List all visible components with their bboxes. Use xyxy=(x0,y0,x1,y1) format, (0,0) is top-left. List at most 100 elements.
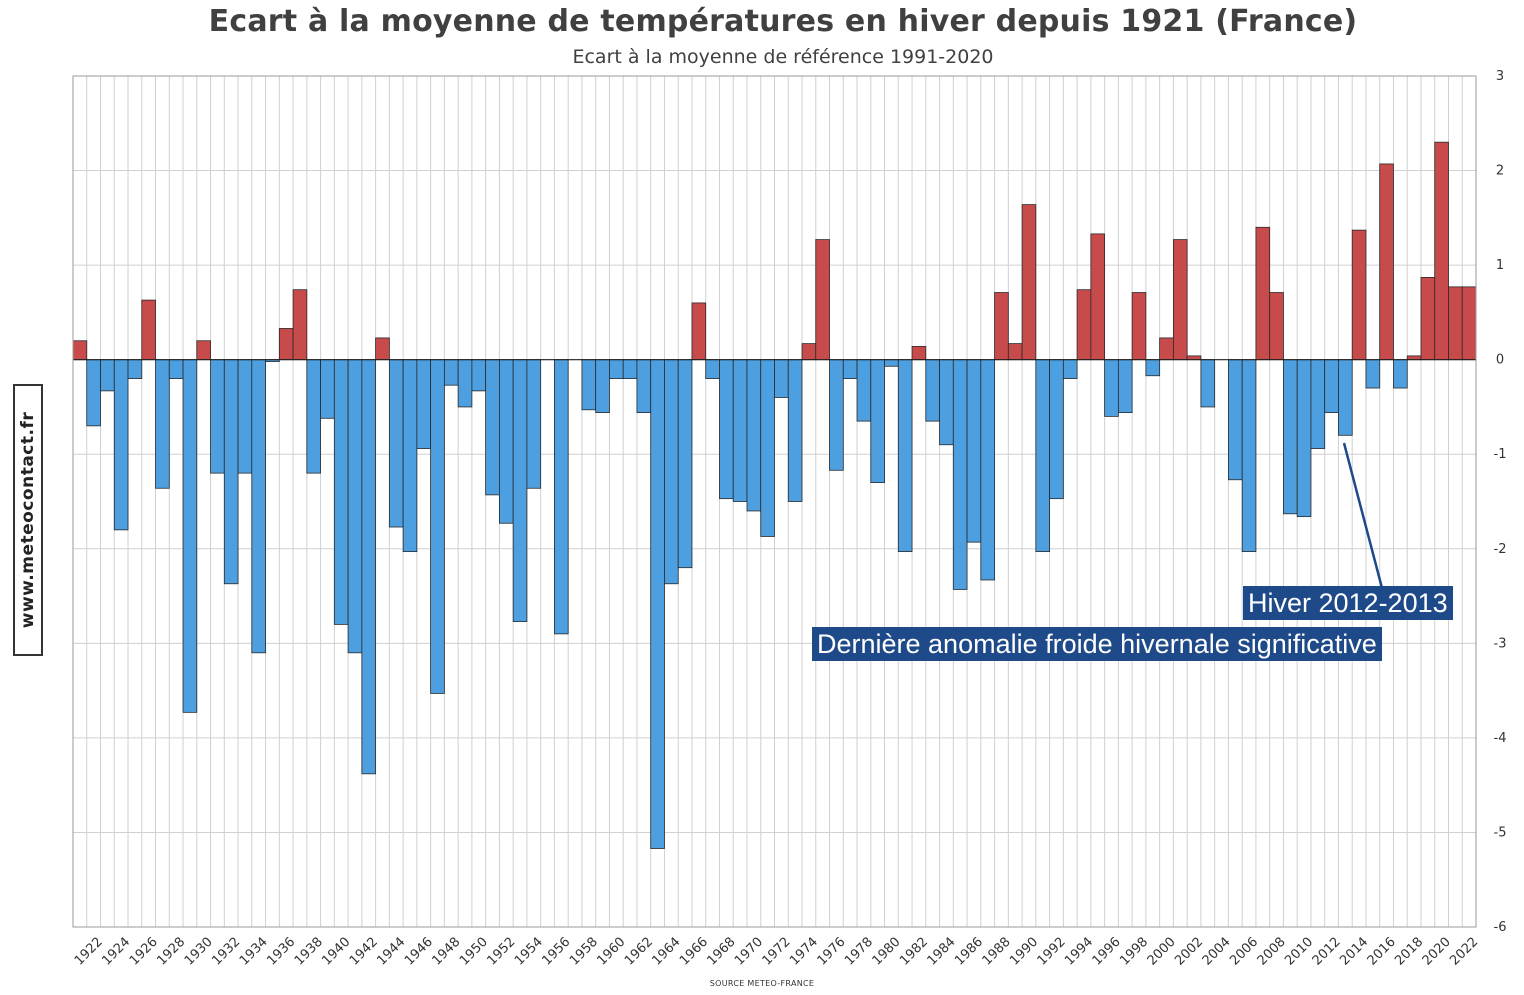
bar-1937 xyxy=(292,289,308,361)
bar-1986 xyxy=(966,359,982,543)
x-tick-label: 1968 xyxy=(705,935,739,969)
bar-2019 xyxy=(1420,277,1436,361)
x-tick-label: 1946 xyxy=(402,935,436,969)
bar-1999 xyxy=(1145,359,1161,377)
bar-2021 xyxy=(1448,286,1463,361)
bar-1990 xyxy=(1021,204,1037,361)
x-tick-label: 1978 xyxy=(842,935,876,969)
bar-1985 xyxy=(952,359,968,590)
y-tick-label: 1 xyxy=(1496,258,1504,273)
bar-2013 xyxy=(1338,359,1353,436)
bar-1961 xyxy=(622,359,638,379)
bar-1922 xyxy=(86,359,101,427)
x-tick-label: 2000 xyxy=(1145,935,1179,969)
bar-1956 xyxy=(554,359,569,635)
x-tick-label: 1954 xyxy=(512,935,546,969)
x-tick-label: 1950 xyxy=(457,935,491,969)
bar-1974 xyxy=(801,343,817,361)
x-tick-label: 2022 xyxy=(1447,935,1481,969)
bar-1931 xyxy=(210,359,225,474)
x-tick-label: 1972 xyxy=(760,935,794,969)
bar-1928 xyxy=(168,359,184,379)
plot-frame xyxy=(72,75,1477,928)
bar-2011 xyxy=(1310,359,1326,449)
x-tick-label: 2002 xyxy=(1172,935,1206,969)
bar-1933 xyxy=(237,359,253,474)
bar-1941 xyxy=(347,359,363,654)
y-tick-label: -2 xyxy=(1494,542,1507,557)
annotation-subtitle: Dernière anomalie froide hivernale signi… xyxy=(812,627,1382,661)
bar-1947 xyxy=(430,359,445,694)
bar-1926 xyxy=(141,299,156,361)
bar-2006 xyxy=(1241,359,1257,553)
bar-1954 xyxy=(526,359,542,489)
x-tick-label: 1970 xyxy=(732,935,766,969)
x-tick-label: 2008 xyxy=(1255,935,1289,969)
x-tick-label: 1928 xyxy=(154,935,188,969)
bar-1932 xyxy=(223,359,239,585)
bar-1964 xyxy=(664,359,679,585)
bar-1965 xyxy=(677,359,693,569)
x-tick-label: 1956 xyxy=(539,935,573,969)
bar-1996 xyxy=(1104,359,1119,417)
bar-1969 xyxy=(732,359,748,502)
x-tick-label: 2016 xyxy=(1365,935,1399,969)
bar-1982 xyxy=(911,346,927,361)
bar-1930 xyxy=(196,340,211,361)
bar-2007 xyxy=(1255,226,1271,361)
bars-group xyxy=(72,141,1477,849)
bar-1970 xyxy=(746,359,762,512)
x-tick-label: 1994 xyxy=(1062,935,1096,969)
y-tick-label: 3 xyxy=(1496,69,1504,84)
bar-1952 xyxy=(499,359,514,524)
bar-2015 xyxy=(1365,359,1381,389)
bar-1971 xyxy=(760,359,775,537)
bar-1960 xyxy=(609,359,624,379)
bar-1936 xyxy=(278,328,294,361)
y-tick-label: 0 xyxy=(1496,353,1504,368)
bar-2017 xyxy=(1393,359,1408,389)
x-tick-label: 2010 xyxy=(1282,935,1316,969)
x-tick-label: 1924 xyxy=(99,935,133,969)
bar-1981 xyxy=(897,359,913,553)
bar-2005 xyxy=(1228,359,1243,481)
x-tick-label: 1996 xyxy=(1090,935,1124,969)
bar-1994 xyxy=(1076,289,1092,361)
bar-1992 xyxy=(1049,359,1064,500)
bar-1973 xyxy=(787,359,803,502)
x-tick-label: 1948 xyxy=(429,935,463,969)
x-tick-label: 1982 xyxy=(897,935,931,969)
x-tick-label: 1988 xyxy=(980,935,1014,969)
y-tick-label: -4 xyxy=(1494,731,1507,746)
x-tick-label: 1966 xyxy=(677,935,711,969)
x-tick-label: 1938 xyxy=(292,935,326,969)
x-tick-label: 1958 xyxy=(567,935,601,969)
annotation-pointer xyxy=(1342,442,1384,589)
bar-1948 xyxy=(443,359,459,386)
bar-1966 xyxy=(691,302,707,361)
bar-1942 xyxy=(361,359,377,775)
x-tick-label: 1992 xyxy=(1035,935,1069,969)
x-tick-label: 1934 xyxy=(237,935,271,969)
x-tick-label: 1960 xyxy=(594,935,628,969)
bar-1940 xyxy=(333,359,349,625)
bar-1995 xyxy=(1090,233,1106,361)
bar-1988 xyxy=(994,292,1009,361)
bar-1997 xyxy=(1117,359,1133,414)
x-tick-label: 1952 xyxy=(484,935,518,969)
bar-1934 xyxy=(251,359,266,654)
bar-1945 xyxy=(402,359,418,553)
bar-1968 xyxy=(719,359,734,500)
bar-1925 xyxy=(127,359,143,379)
bar-1976 xyxy=(829,359,844,471)
bar-1958 xyxy=(581,359,597,411)
x-tick-label: 1926 xyxy=(127,935,161,969)
bar-1967 xyxy=(705,359,720,379)
x-tick-label: 2004 xyxy=(1200,935,1234,969)
annotation-title: Hiver 2012-2013 xyxy=(1243,586,1453,620)
bar-1924 xyxy=(113,359,129,531)
bar-1984 xyxy=(939,359,954,446)
bar-1979 xyxy=(870,359,885,483)
x-tick-label: 2012 xyxy=(1310,935,1344,969)
bar-2020 xyxy=(1434,141,1449,361)
